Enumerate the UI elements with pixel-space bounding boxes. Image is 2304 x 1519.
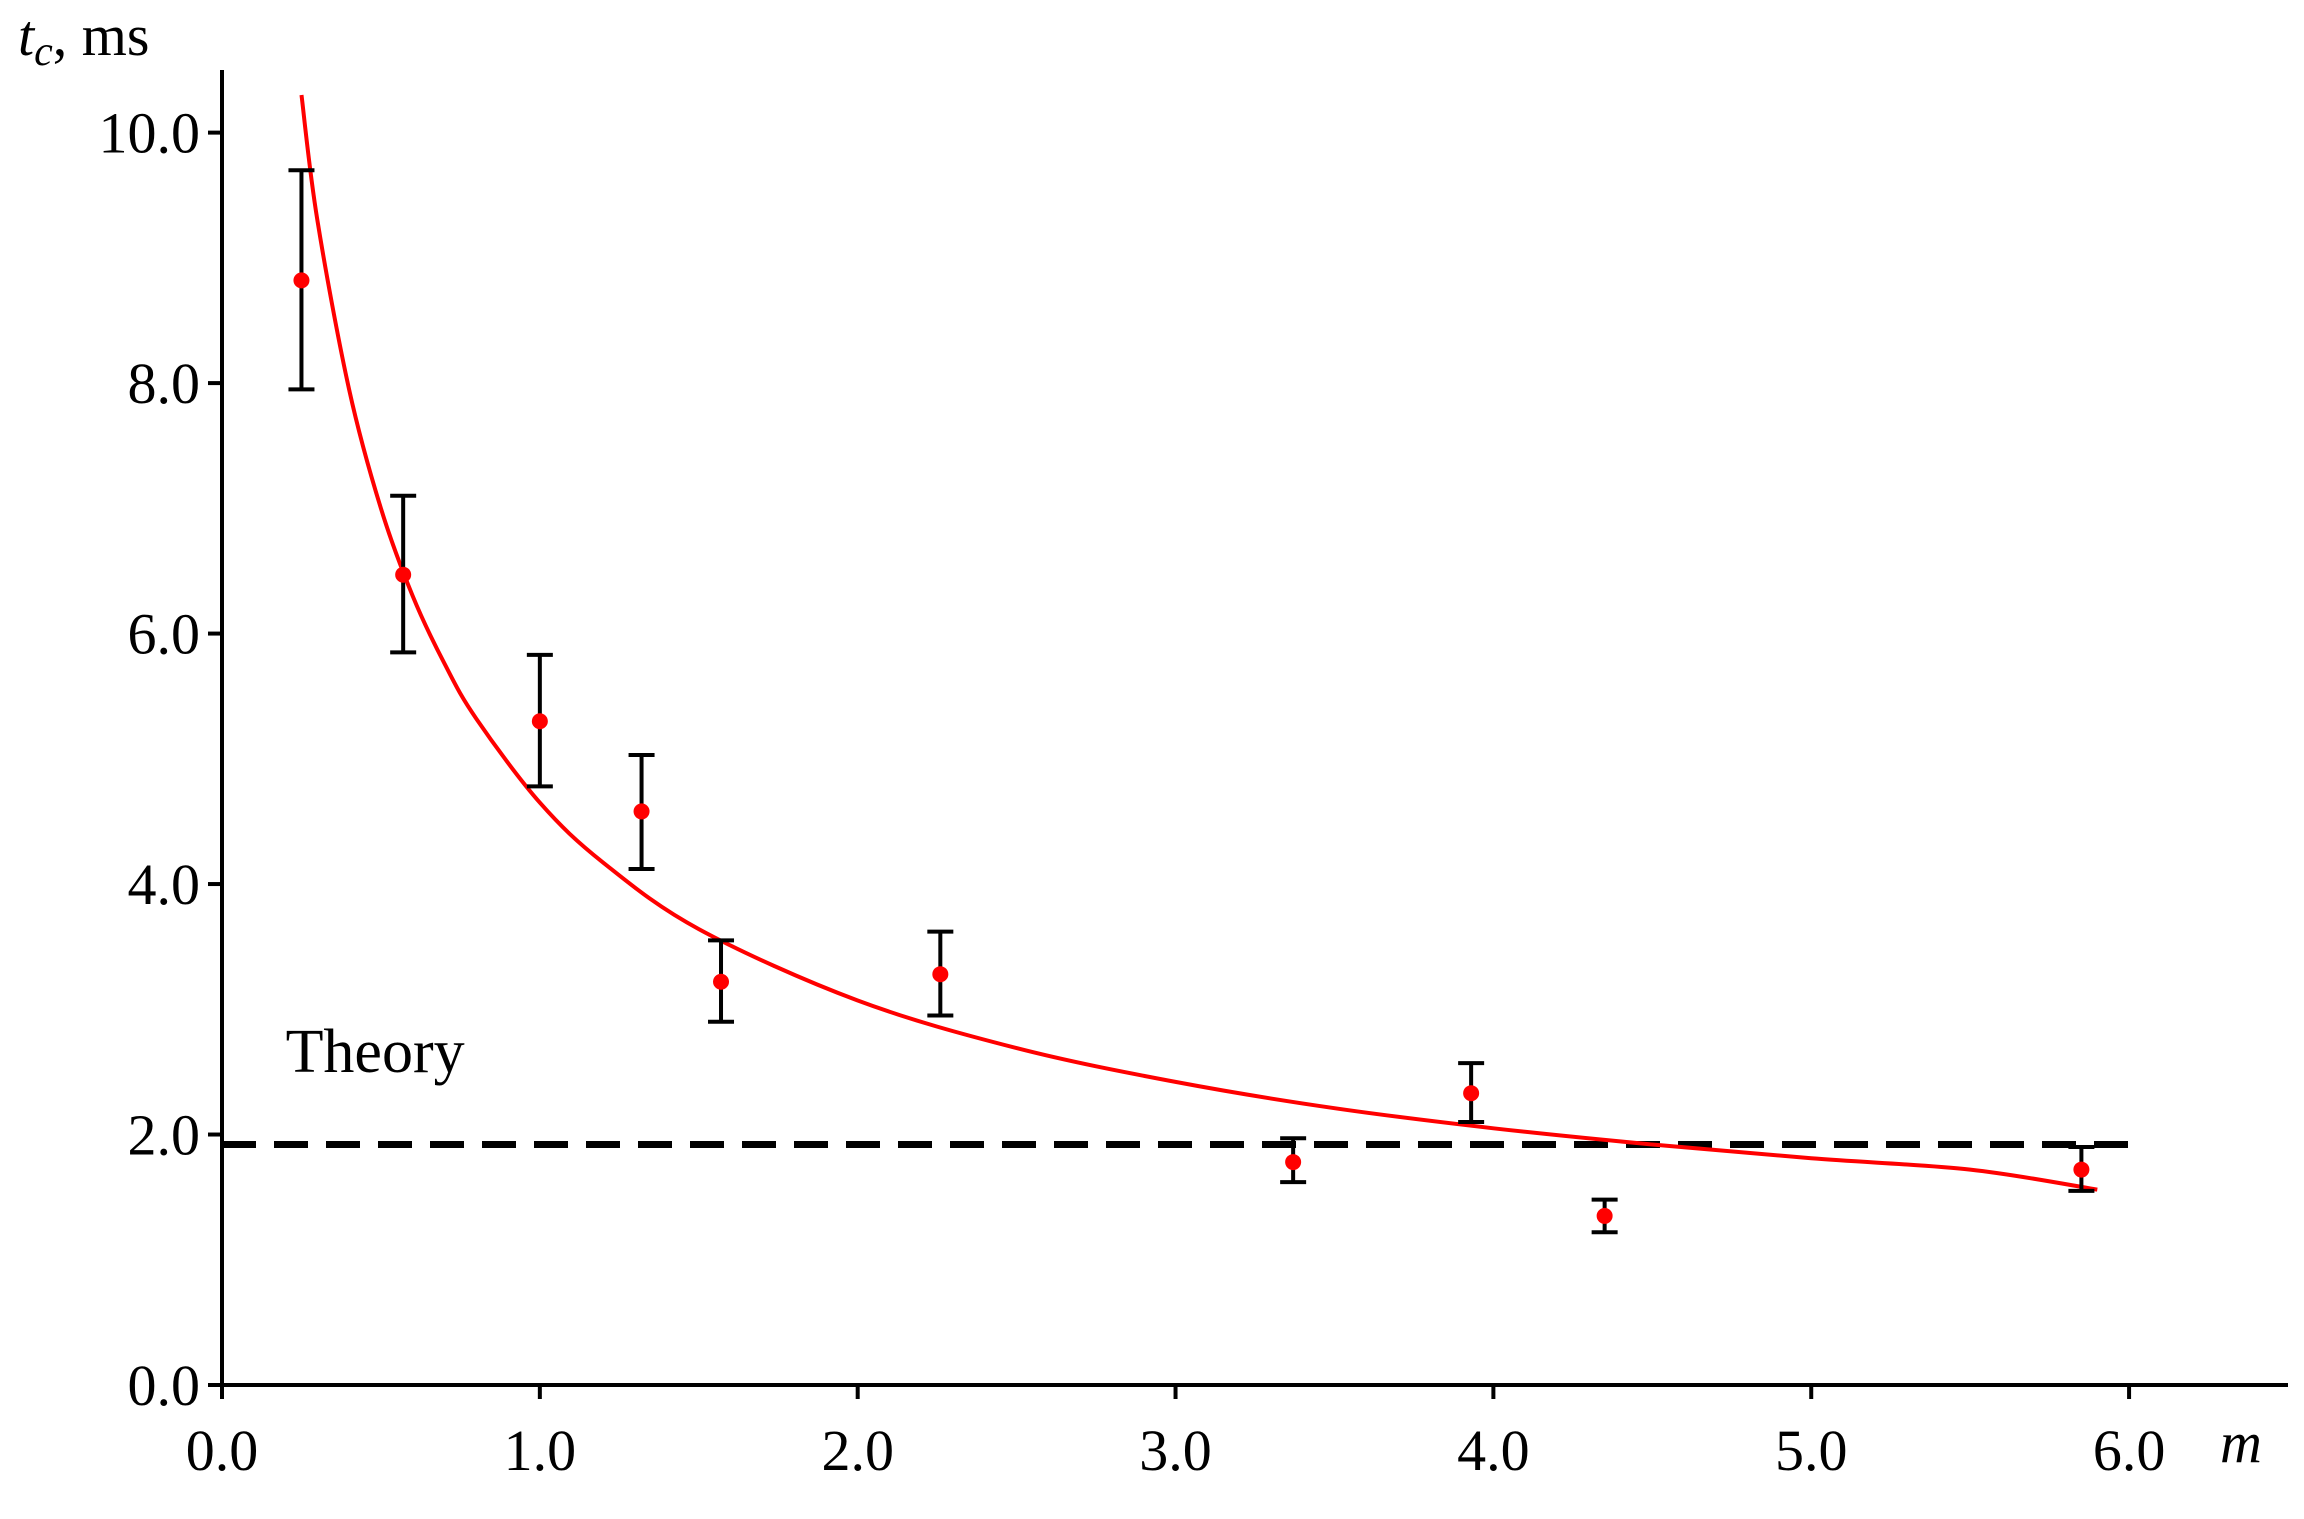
- y-tick-label: 10.0: [99, 101, 201, 166]
- data-point: [2073, 1161, 2090, 1178]
- data-points: [293, 272, 2090, 1224]
- y-axis-title: tc, ms: [18, 3, 149, 75]
- annotations: Theory: [286, 1018, 465, 1086]
- x-ticks: 0.0 1.0 2.0 3.0 4.0 5.0 6.0: [186, 1385, 2166, 1483]
- data-point: [1285, 1154, 1302, 1171]
- x-tick-label: 6.0: [2093, 1418, 2166, 1483]
- y-tick-label: 6.0: [128, 602, 201, 667]
- y-tick-label: 4.0: [128, 852, 201, 917]
- x-tick-label: 5.0: [1775, 1418, 1848, 1483]
- data-point: [932, 966, 949, 983]
- x-tick-label: 1.0: [504, 1418, 577, 1483]
- data-point: [713, 973, 730, 990]
- y-axis-title-symbol: t: [18, 3, 36, 68]
- y-ticks: 0.0 2.0 4.0 6.0 8.0 10.0: [99, 101, 222, 1418]
- x-axis-title: m: [2220, 1410, 2262, 1475]
- data-point: [633, 803, 650, 820]
- data-point: [531, 713, 548, 730]
- data-point: [293, 272, 310, 289]
- x-tick-label: 3.0: [1139, 1418, 1212, 1483]
- y-tick-label: 0.0: [128, 1353, 201, 1418]
- data-point: [1596, 1207, 1613, 1224]
- data-point: [395, 566, 412, 583]
- y-axis-title-subscript: c: [34, 29, 53, 75]
- data-point: [1463, 1085, 1480, 1102]
- theory-label: Theory: [286, 1018, 465, 1086]
- axes: [220, 70, 2288, 1387]
- x-tick-label: 4.0: [1457, 1418, 1530, 1483]
- y-axis-title-unit: , ms: [53, 3, 150, 68]
- fit-curve-line: [299, 94, 2098, 1192]
- x-tick-label: 2.0: [821, 1418, 894, 1483]
- y-tick-label: 2.0: [128, 1103, 201, 1168]
- fit-curve: [299, 94, 2098, 1192]
- error-bars: [288, 168, 2095, 1235]
- x-tick-label: 0.0: [186, 1418, 259, 1483]
- y-tick-label: 8.0: [128, 351, 201, 416]
